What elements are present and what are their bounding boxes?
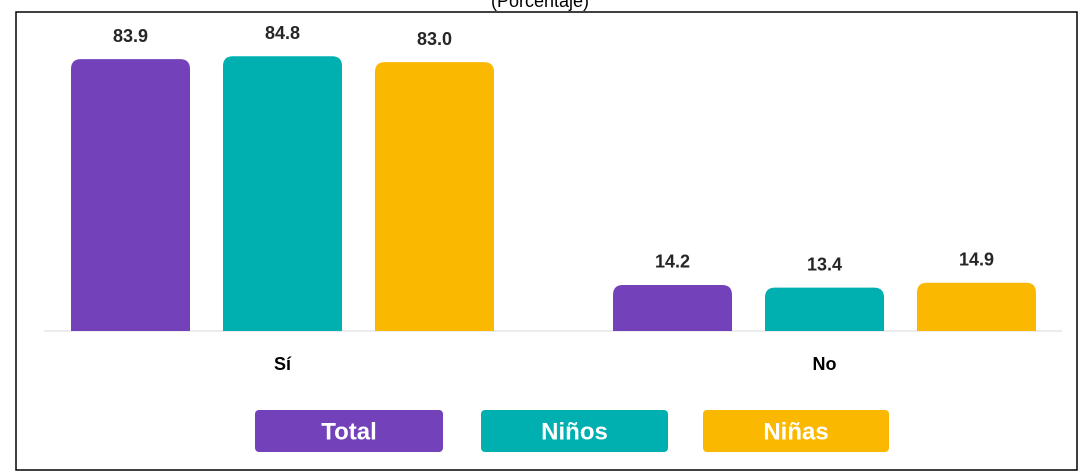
value-label: 14.2: [655, 252, 690, 272]
value-label: 13.4: [807, 254, 842, 274]
legend-label: Total: [321, 418, 377, 445]
legend-swatch: [703, 410, 889, 452]
x-tick-label: No: [813, 354, 837, 374]
value-label: 14.9: [959, 249, 994, 269]
x-tick-label: Sí: [274, 354, 292, 374]
bar: [765, 287, 884, 331]
legend-label: Niños: [541, 418, 608, 445]
value-label: 83.0: [417, 29, 452, 49]
bar: [613, 284, 732, 331]
chart-subtitle: (Porcentaje): [491, 0, 589, 11]
chart-frame: [15, 11, 1078, 471]
bar: [223, 56, 342, 332]
legend-swatch: [255, 410, 443, 452]
legend-label: Niñas: [763, 418, 828, 445]
bar: [71, 59, 190, 331]
value-label: 83.9: [113, 26, 148, 46]
bar: [917, 282, 1036, 331]
value-label: 84.8: [265, 23, 300, 43]
bar: [375, 62, 494, 331]
legend-swatch: [481, 410, 668, 452]
